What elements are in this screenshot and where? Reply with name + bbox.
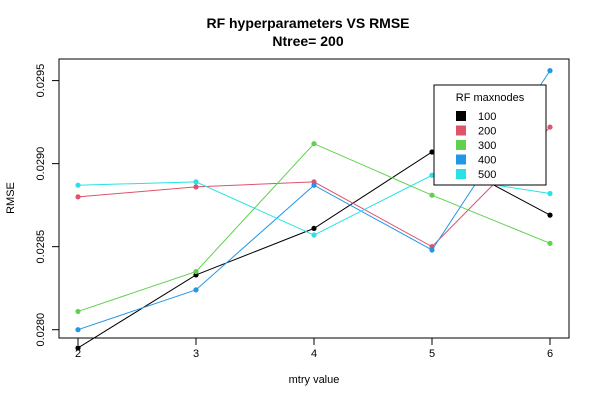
legend-swatch-400 (456, 154, 466, 165)
chart-subtitle: Ntree= 200 (272, 33, 343, 49)
y-axis-label: RMSE (5, 182, 17, 214)
series-200 (75, 124, 553, 250)
x-tick-label: 4 (311, 348, 317, 360)
data-point-100 (429, 149, 435, 155)
data-point-300 (193, 268, 199, 275)
data-point-300 (311, 141, 317, 147)
y-tick-label: 0.0295 (35, 64, 47, 98)
data-point-200 (193, 184, 199, 190)
x-tick-label: 6 (547, 348, 553, 360)
x-tick-label: 3 (193, 348, 199, 360)
data-point-200 (75, 194, 81, 200)
legend-swatch-200 (456, 125, 466, 136)
data-point-100 (547, 212, 553, 218)
x-axis: 2 3 4 5 6 (75, 338, 553, 360)
legend-label-300: 300 (478, 140, 496, 152)
x-axis-label: mtry value (289, 374, 340, 386)
legend-label-500: 500 (478, 169, 496, 181)
x-tick-label: 2 (75, 348, 81, 360)
data-point-300 (75, 308, 81, 315)
legend-swatch-500 (456, 169, 466, 179)
data-point-100 (75, 345, 81, 351)
data-point-300 (429, 192, 435, 198)
series-layer (75, 68, 553, 351)
data-point-100 (311, 225, 317, 231)
data-point-400 (75, 327, 81, 333)
data-point-300 (547, 240, 553, 246)
data-point-400 (311, 182, 317, 188)
x-tick-label: 5 (429, 348, 435, 360)
data-point-500 (311, 232, 317, 238)
legend-items: 100 200 300 400 500 (456, 111, 496, 181)
data-point-200 (547, 124, 553, 130)
legend-label-100: 100 (478, 111, 496, 123)
series-300 (75, 141, 553, 315)
data-point-500 (429, 172, 435, 178)
data-point-500 (193, 179, 199, 185)
series-400 (75, 68, 553, 333)
data-point-500 (75, 182, 81, 188)
data-point-400 (429, 247, 435, 253)
legend-title: RF maxnodes (456, 92, 525, 104)
legend-swatch-100 (456, 111, 466, 121)
y-tick-label: 0.0290 (35, 147, 47, 181)
legend: RF maxnodes 100 200 300 400 500 (433, 84, 547, 186)
data-point-500 (547, 190, 553, 197)
legend-swatch-300 (456, 140, 466, 150)
y-tick-label: 0.0285 (35, 230, 47, 264)
data-point-400 (193, 287, 199, 293)
legend-box (433, 84, 547, 186)
data-point-400 (547, 68, 553, 74)
legend-label-200: 200 (478, 126, 496, 138)
chart-title: RF hyperparameters VS RMSE (206, 15, 409, 31)
y-axis: 0.0280 0.0285 0.0290 0.0295 (35, 64, 59, 347)
legend-label-400: 400 (478, 155, 496, 167)
y-tick-label: 0.0280 (35, 313, 47, 347)
